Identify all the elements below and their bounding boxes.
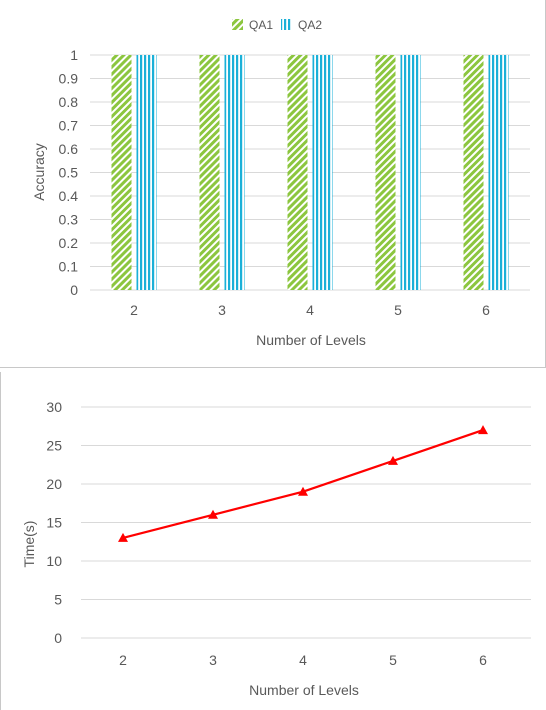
- accuracy-x-axis-label: Number of Levels: [256, 332, 366, 348]
- time-point-marker: [388, 455, 398, 465]
- time-x-tick: 2: [119, 652, 127, 668]
- accuracy-legend: QA1 QA2: [232, 18, 322, 32]
- legend-swatch: [232, 19, 243, 30]
- accuracy-y-tick: 0.8: [59, 94, 79, 110]
- accuracy-y-tick: 0.3: [59, 212, 79, 228]
- accuracy-x-tick: 5: [394, 302, 402, 318]
- accuracy-y-tick: 0.2: [59, 235, 79, 251]
- accuracy-y-tick-labels: 0 0.1 0.2 0.3 0.4 0.5 0.6 0.7 0.8 0.9 1: [59, 47, 79, 298]
- bar-qa2-2: [136, 55, 157, 290]
- accuracy-x-tick: 2: [130, 302, 138, 318]
- time-point-marker: [118, 532, 128, 542]
- time-y-tick: 10: [46, 553, 62, 569]
- legend-label: QA1: [249, 18, 273, 32]
- time-x-axis-label: Number of Levels: [249, 682, 359, 698]
- time-y-tick: 15: [46, 515, 62, 531]
- time-series: [118, 425, 488, 542]
- time-y-tick: 20: [46, 476, 62, 492]
- legend-label: QA2: [298, 18, 322, 32]
- accuracy-y-tick: 0.1: [59, 259, 79, 275]
- bar-qa2-6: [488, 55, 509, 290]
- time-x-tick: 3: [209, 652, 217, 668]
- time-y-axis-label: Time(s): [21, 521, 37, 568]
- bar-qa1-2: [111, 55, 132, 290]
- time-y-tick-labels: 0 5 10 15 20 25 30: [46, 399, 62, 646]
- accuracy-x-tick: 6: [482, 302, 490, 318]
- bar-qa1-6: [463, 55, 484, 290]
- accuracy-y-axis-label: Accuracy: [31, 143, 47, 201]
- accuracy-x-tick-labels: 2 3 4 5 6: [130, 302, 490, 318]
- time-gridlines: [81, 406, 531, 639]
- time-y-tick: 5: [54, 592, 62, 608]
- time-point-marker: [208, 509, 218, 519]
- accuracy-y-tick: 0: [70, 282, 78, 298]
- accuracy-x-tick: 4: [306, 302, 314, 318]
- legend-swatch: [281, 19, 292, 30]
- accuracy-y-tick: 1: [70, 47, 78, 63]
- accuracy-y-tick: 0.4: [59, 188, 79, 204]
- time-x-tick: 4: [299, 652, 307, 668]
- accuracy-y-tick: 0.6: [59, 141, 79, 157]
- time-x-tick: 5: [389, 652, 397, 668]
- time-y-tick: 25: [46, 438, 62, 454]
- time-y-tick: 30: [46, 399, 62, 415]
- time-x-tick-labels: 2 3 4 5 6: [119, 652, 487, 668]
- bar-qa2-4: [312, 55, 333, 290]
- time-chart-panel: 0 5 10 15 20 25 30 2 3 4 5 6 Number of Levels Time…: [0, 372, 546, 710]
- bar-qa1-5: [375, 55, 396, 290]
- bar-qa1-4: [287, 55, 308, 290]
- bar-qa2-5: [400, 55, 421, 290]
- time-x-tick: 6: [479, 652, 487, 668]
- accuracy-y-tick: 0.9: [59, 71, 79, 87]
- time-line-chart: 0 5 10 15 20 25 30 2 3 4 5 6 Number of Levels Time…: [21, 399, 531, 698]
- time-point-marker: [478, 425, 488, 435]
- accuracy-x-tick: 3: [218, 302, 226, 318]
- legend-item-qa1: QA1: [232, 18, 273, 32]
- accuracy-gridlines: [90, 54, 530, 291]
- accuracy-bars: [111, 55, 509, 290]
- legend-item-qa2: QA2: [281, 18, 322, 32]
- time-point-marker: [298, 486, 308, 496]
- accuracy-y-tick: 0.5: [59, 165, 79, 181]
- bar-qa2-3: [224, 55, 245, 290]
- accuracy-y-tick: 0.7: [59, 118, 79, 134]
- bar-qa1-3: [199, 55, 220, 290]
- time-y-tick: 0: [54, 630, 62, 646]
